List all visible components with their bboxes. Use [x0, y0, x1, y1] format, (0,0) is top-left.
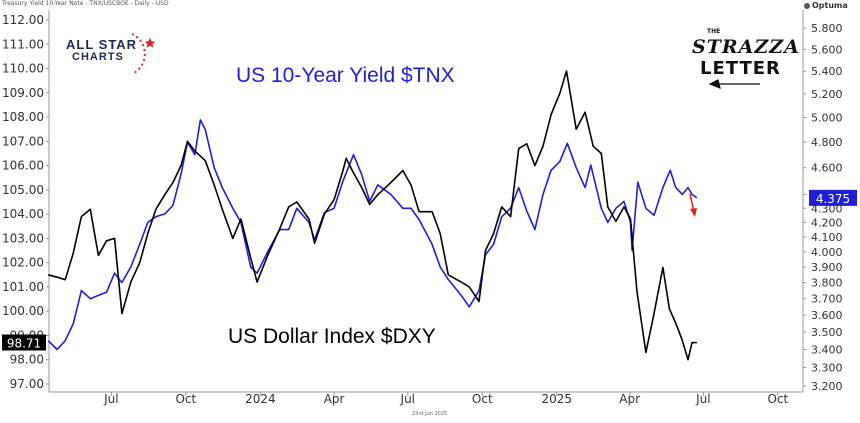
- right-tick-label: 3.700: [811, 293, 843, 306]
- left-tick-label: 105.00: [2, 183, 44, 197]
- x-tick-label: Oct: [472, 392, 493, 406]
- x-tick-label: 2024: [245, 392, 276, 406]
- x-tick-label: Jul: [400, 392, 415, 406]
- star-arc-icon: [131, 33, 156, 75]
- x-tick-label: Jul: [103, 392, 118, 406]
- chart-header: Treasury Yield 10-Year Note - TNX/USCBOE…: [2, 0, 169, 7]
- all-star-line1: ALL STAR: [66, 37, 138, 52]
- dxy-last-value-label: 98.71: [7, 337, 41, 351]
- right-tick-label: 3.500: [811, 326, 843, 339]
- right-tick-label: 4.800: [811, 136, 843, 149]
- left-tick-label: 98.00: [10, 353, 44, 367]
- x-tick-label: Oct: [175, 392, 196, 406]
- pen-icon: [708, 79, 760, 89]
- tnx-series-title: US 10-Year Yield $TNX: [236, 64, 455, 87]
- right-tick-label: 3.300: [811, 361, 843, 374]
- x-tick-label: Oct: [768, 392, 789, 406]
- right-tick-label: 3.400: [811, 344, 843, 357]
- left-tick-label: 100.00: [2, 304, 44, 318]
- x-tick-label: Apr: [619, 392, 640, 406]
- right-tick-label: 5.000: [811, 112, 843, 125]
- left-tick-label: 107.00: [2, 134, 44, 148]
- strazza-letter: LETTER: [700, 58, 781, 79]
- all-star-line2: CHARTS: [72, 51, 124, 63]
- footer-date: 23rd Jun 2025: [412, 411, 448, 417]
- tnx-last-value-label: 4.375: [816, 192, 850, 206]
- left-tick-label: 101.00: [2, 280, 44, 294]
- left-tick-label: 104.00: [2, 207, 44, 221]
- left-tick-label: 112.00: [2, 13, 44, 27]
- right-tick-label: 3.800: [811, 277, 843, 290]
- left-tick-label: 103.00: [2, 231, 44, 245]
- left-tick-label: 106.00: [2, 159, 44, 173]
- dxy-last-value-box: [2, 334, 46, 351]
- x-tick-label: Apr: [324, 392, 345, 406]
- strazza-name: STRAZZA: [692, 36, 800, 58]
- right-tick-label: 3.200: [811, 380, 843, 393]
- x-tick-label: Jul: [695, 392, 710, 406]
- brand-label: Optuma: [804, 1, 848, 10]
- brand-text: Optuma: [812, 1, 848, 10]
- left-tick-label: 110.00: [2, 62, 44, 76]
- tnx-series-line: [47, 119, 698, 351]
- optuma-logo-icon: [804, 3, 810, 9]
- right-tick-label: 4.000: [811, 246, 843, 259]
- dxy-series-title: US Dollar Index $DXY: [228, 325, 436, 348]
- right-tick-label: 4.600: [811, 162, 843, 175]
- dxy-series-line: [47, 70, 697, 361]
- right-tick-label: 4.200: [811, 216, 843, 229]
- right-tick-label: 5.400: [811, 65, 843, 78]
- left-tick-label: 97.00: [10, 377, 44, 391]
- left-tick-label: 102.00: [2, 256, 44, 270]
- strazza-the: THE: [707, 28, 721, 35]
- right-tick-label: 4.100: [811, 231, 843, 244]
- strazza-letter-logo: THE STRAZZA LETTER: [690, 28, 799, 94]
- right-tick-label: 3.600: [811, 309, 843, 322]
- right-tick-label: 5.200: [811, 88, 843, 101]
- x-tick-label: 2025: [542, 392, 573, 406]
- right-tick-label: 3.900: [811, 261, 843, 274]
- right-tick-label: 5.600: [811, 43, 843, 56]
- down-arrow-head: [690, 208, 697, 217]
- left-tick-label: 108.00: [2, 110, 44, 124]
- all-star-charts-logo: ALL STAR CHARTS: [62, 28, 158, 76]
- left-tick-label: 109.00: [2, 86, 44, 100]
- right-tick-label: 5.800: [811, 22, 843, 35]
- left-tick-label: 111.00: [2, 37, 44, 51]
- tnx-last-value-box: [809, 189, 857, 206]
